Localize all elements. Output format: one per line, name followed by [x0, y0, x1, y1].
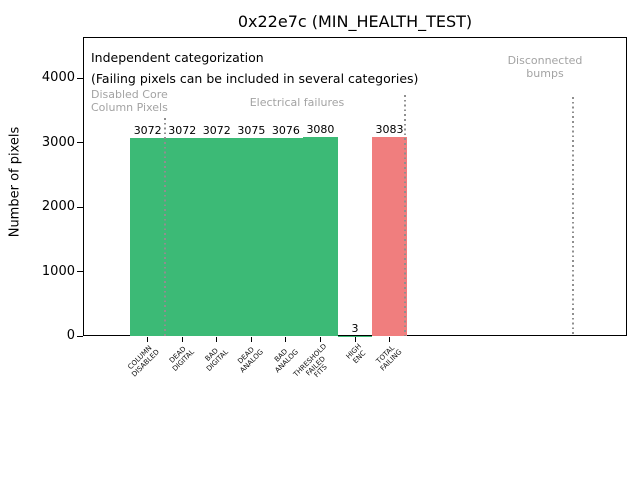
- x-axis-tick: [285, 337, 287, 342]
- y-axis-tick-label: 3000: [41, 134, 75, 150]
- bar-threshold-failed-fits: [303, 137, 338, 336]
- bar-value-label: 3072: [202, 123, 231, 137]
- bar-column-disabled: [130, 137, 165, 336]
- y-axis-tick: [77, 271, 83, 272]
- group-label-electrical-failures: Electrical failures: [249, 96, 345, 109]
- y-axis-label: Number of pixels: [7, 126, 23, 238]
- x-axis-tick-label: THRESHOLD FAILED FITS: [292, 342, 329, 380]
- bar-value-label: 3083: [375, 123, 404, 137]
- x-axis-tick-label: TOTAL FAILING: [374, 343, 403, 373]
- x-axis-tick: [181, 337, 183, 342]
- x-axis-tick-label: DEAD DIGITAL: [167, 344, 196, 373]
- bar-bad-digital: [200, 137, 234, 336]
- x-axis-tick: [250, 337, 252, 342]
- y-axis-tick: [77, 335, 83, 337]
- x-axis-tick-label: HIGH ENC: [344, 342, 368, 365]
- plot-area: [83, 37, 627, 336]
- y-axis-tick: [77, 206, 83, 208]
- y-axis-tick: [77, 77, 83, 79]
- group-separator-line: [164, 118, 166, 336]
- annotation-independent-categorization: Independent categorization: [91, 50, 264, 65]
- x-axis-tick: [216, 337, 218, 342]
- y-axis-tick-label: 4000: [41, 70, 75, 86]
- x-axis-tick: [389, 337, 391, 342]
- chart-title: 0x22e7c (MIN_HEALTH_TEST): [237, 12, 473, 31]
- bar-value-label: 3072: [168, 123, 197, 137]
- group-label-disconnected-bumps: Disconnected bumps: [507, 54, 583, 80]
- y-axis-tick-label: 2000: [41, 199, 75, 214]
- bar-value-label: 3: [351, 321, 359, 335]
- bar-total-failing: [372, 137, 407, 336]
- annotation-failing-pixels-note: (Failing pixels can be included in sever…: [91, 71, 419, 86]
- y-axis-tick: [77, 142, 83, 143]
- group-label-disabled-core-column-pixels: Disabled Core Column Pixels: [91, 88, 168, 114]
- bar-value-label: 3075: [237, 123, 266, 137]
- x-axis-tick: [354, 337, 356, 342]
- group-separator-line: [572, 97, 574, 336]
- bar-value-label: 3072: [133, 123, 162, 137]
- x-axis-tick-label: DEAD ANALOG: [236, 345, 265, 375]
- bar-value-label: 3076: [271, 123, 300, 137]
- group-separator-line: [404, 95, 406, 336]
- bar-bad-analog: [269, 137, 303, 336]
- y-axis-tick-label: 0: [66, 328, 75, 343]
- bar-dead-analog: [234, 137, 269, 336]
- x-axis-tick-label: BAD DIGITAL: [204, 346, 231, 373]
- x-axis-tick-label: COLUMN DISABLED: [126, 344, 161, 379]
- x-axis-tick: [147, 337, 149, 342]
- x-axis-tick: [319, 337, 321, 342]
- bar-dead-digital: [165, 137, 200, 336]
- bar-value-label: 3080: [306, 123, 335, 137]
- y-axis-tick-label: 1000: [41, 263, 75, 279]
